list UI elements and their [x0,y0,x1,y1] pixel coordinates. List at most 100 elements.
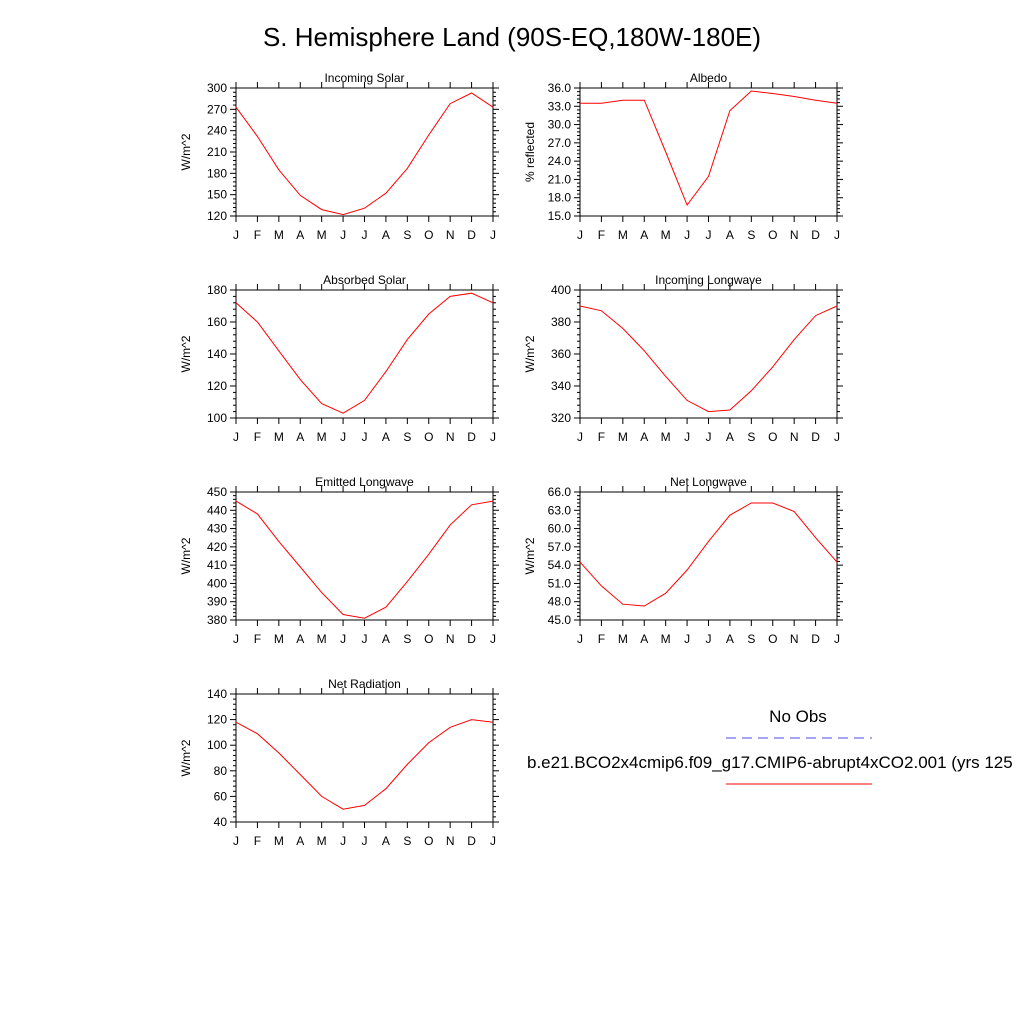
x-tick-label: N [446,834,455,848]
x-tick-label: D [811,632,820,646]
x-tick-label: J [490,834,496,848]
figure-title: S. Hemisphere Land (90S-EQ,180W-180E) [263,22,761,52]
chart-panel-1: Incoming Solar W/m^2 120 150 180 210 240 270 300… [179,71,499,242]
plot-frame [235,693,494,823]
x-tick-label: J [490,228,496,242]
x-tick-label: O [424,632,433,646]
y-tick-label: 57.0 [548,540,572,554]
panel-title: Net Radiation [328,677,401,691]
y-tick-label: 400 [551,283,571,297]
x-tick-label: M [661,632,671,646]
y-tick-label: 140 [207,687,227,701]
y-tick-label: 380 [551,315,571,329]
x-tick-label: D [811,430,820,444]
y-tick-label: 180 [207,166,227,180]
y-tick-label: 36.0 [548,81,572,95]
x-tick-label: J [340,632,346,646]
x-tick-label: F [254,834,261,848]
legend-obs-label: No Obs [769,707,827,726]
x-tick-label: D [467,430,476,444]
y-axis-label: W/m^2 [179,335,193,372]
series-line [235,719,494,810]
panel-title: Albedo [690,71,728,85]
x-tick-label: J [577,228,583,242]
x-tick-label: J [706,228,712,242]
chart-panels: Incoming Solar W/m^2 120 150 180 210 240 270 300… [179,71,843,848]
series-line [235,292,494,414]
y-tick-label: 390 [207,595,227,609]
legend-model-label: b.e21.BCO2x4cmip6.f09_g17.CMIP6-abrupt4x… [527,753,1013,772]
y-tick-label: 450 [207,485,227,499]
x-tick-label: A [296,228,304,242]
x-tick-label: A [640,228,648,242]
y-axis-label: % reflected [523,122,537,182]
y-tick-label: 120 [207,713,227,727]
x-tick-label: D [467,632,476,646]
y-tick-label: 210 [207,145,227,159]
x-tick-label: J [706,430,712,444]
x-tick-label: A [640,430,648,444]
legend: No Obs b.e21.BCO2x4cmip6.f09_g17.CMIP6-a… [527,707,1013,785]
y-tick-label: 270 [207,102,227,116]
x-tick-label: J [362,632,368,646]
x-tick-label: J [706,632,712,646]
series-line [579,502,838,607]
panel-title: Incoming Longwave [655,273,762,287]
panel-title: Emitted Longwave [315,475,414,489]
x-tick-label: F [254,228,261,242]
y-tick-label: 66.0 [548,485,572,499]
y-tick-label: 27.0 [548,136,572,150]
y-tick-label: 24.0 [548,154,572,168]
y-tick-label: 300 [207,81,227,95]
x-tick-label: S [403,632,411,646]
y-tick-label: 60 [214,789,228,803]
x-tick-label: O [424,430,433,444]
x-tick-label: J [233,430,239,444]
y-axis-label: W/m^2 [179,537,193,574]
series-line [235,500,494,619]
x-tick-label: O [768,430,777,444]
x-tick-label: S [747,430,755,444]
x-tick-label: D [467,228,476,242]
y-tick-label: 51.0 [548,576,572,590]
x-tick-label: M [274,430,284,444]
x-tick-label: M [618,430,628,444]
x-tick-label: J [834,430,840,444]
x-tick-label: A [382,430,390,444]
y-tick-label: 340 [551,379,571,393]
y-axis-label: W/m^2 [179,739,193,776]
x-tick-label: N [790,632,799,646]
chart-panel-2: Albedo % reflected 15.0 18.0 21.0 24.0 27.0 30.… [523,71,843,242]
x-tick-label: S [747,228,755,242]
x-tick-label: J [233,228,239,242]
x-tick-label: M [274,228,284,242]
x-tick-label: S [403,228,411,242]
x-tick-label: J [684,430,690,444]
series-line [580,90,838,207]
x-tick-label: F [598,632,605,646]
y-tick-label: 15.0 [548,209,572,223]
x-tick-label: J [362,228,368,242]
y-tick-label: 21.0 [548,172,572,186]
x-tick-label: F [598,430,605,444]
x-tick-label: N [446,430,455,444]
plot-frame [579,87,838,217]
y-tick-label: 30.0 [548,118,572,132]
x-tick-label: F [254,430,261,444]
x-tick-label: J [340,228,346,242]
y-tick-label: 33.0 [548,99,572,113]
y-tick-label: 40 [214,815,228,829]
y-tick-label: 360 [551,347,571,361]
x-tick-label: J [340,834,346,848]
y-tick-label: 320 [551,411,571,425]
x-tick-label: N [446,228,455,242]
x-tick-label: A [296,632,304,646]
y-tick-label: 120 [207,379,227,393]
x-tick-label: J [577,430,583,444]
y-tick-label: 430 [207,522,227,536]
x-tick-label: D [811,228,820,242]
chart-panel-5: Emitted Longwave W/m^2 380 390 400 410 420 430 4… [179,475,499,646]
x-tick-label: N [446,632,455,646]
